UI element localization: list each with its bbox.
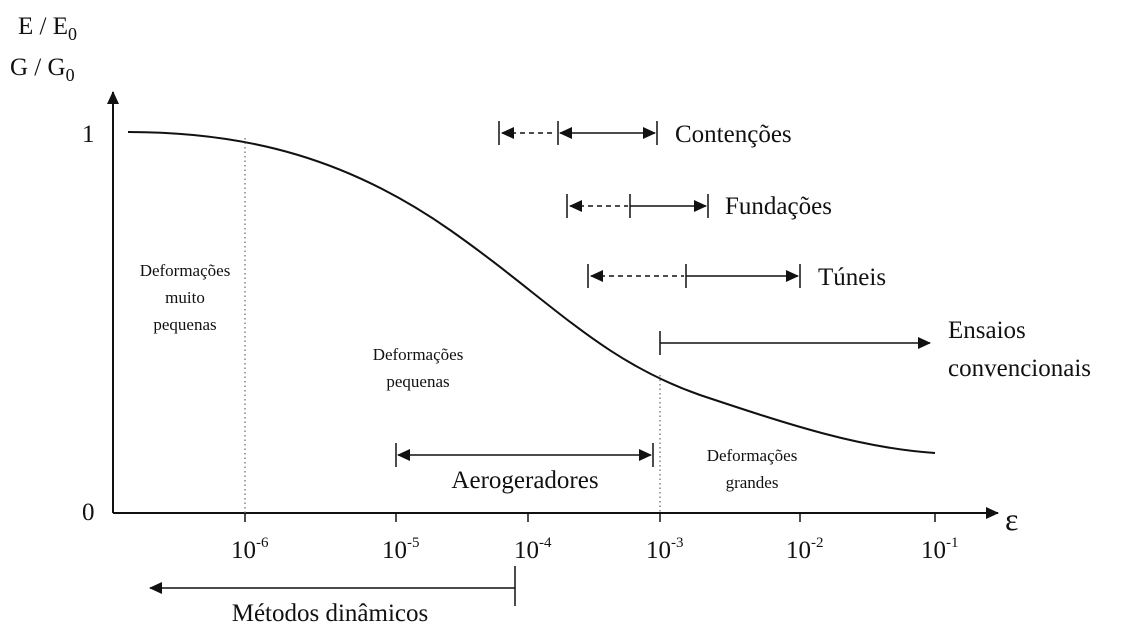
range-label: Contenções — [675, 121, 792, 148]
y-axis-label: G / G0 — [10, 54, 75, 85]
range-label: convencionais — [948, 355, 1091, 382]
y-tick-label: 1 — [82, 121, 95, 148]
x-axis-label: ε — [1005, 501, 1018, 537]
zone-label: pequenas — [153, 315, 216, 334]
range-label: Fundações — [725, 193, 832, 220]
range-label: Túneis — [818, 264, 886, 291]
range-tuneis — [587, 264, 801, 288]
range-contencoes — [498, 121, 658, 145]
curve — [127, 131, 936, 454]
zone-label: muito — [165, 288, 205, 307]
x-tick-label: 10-6 — [231, 535, 269, 564]
y-axis-label: E / E0 — [18, 13, 77, 44]
x-tick-label: 10-4 — [514, 535, 552, 564]
x-tick-label: 10-3 — [646, 535, 684, 564]
zone-label: grandes — [726, 473, 779, 492]
range-aerogeradores — [395, 443, 654, 467]
y-tick-label: 0 — [82, 499, 95, 526]
range-label: Ensaios — [948, 317, 1026, 344]
range-ensaios — [659, 331, 931, 355]
x-tick-label: 10-2 — [786, 535, 824, 564]
range-label: Métodos dinâmicos — [232, 600, 429, 627]
zone-label: pequenas — [386, 372, 449, 391]
range-label: Aerogeradores — [451, 467, 598, 494]
range-metodos — [149, 566, 516, 606]
x-tick-label: 10-1 — [921, 535, 959, 564]
x-ticks: 10-6 10-5 10-4 10-3 10-2 10-1 — [231, 513, 959, 564]
x-tick-label: 10-5 — [382, 535, 420, 564]
zone-label: Deformações — [140, 261, 231, 280]
range-fundacoes — [566, 194, 709, 218]
zone-label: Deformações — [373, 345, 464, 364]
zone-label: Deformações — [707, 446, 798, 465]
